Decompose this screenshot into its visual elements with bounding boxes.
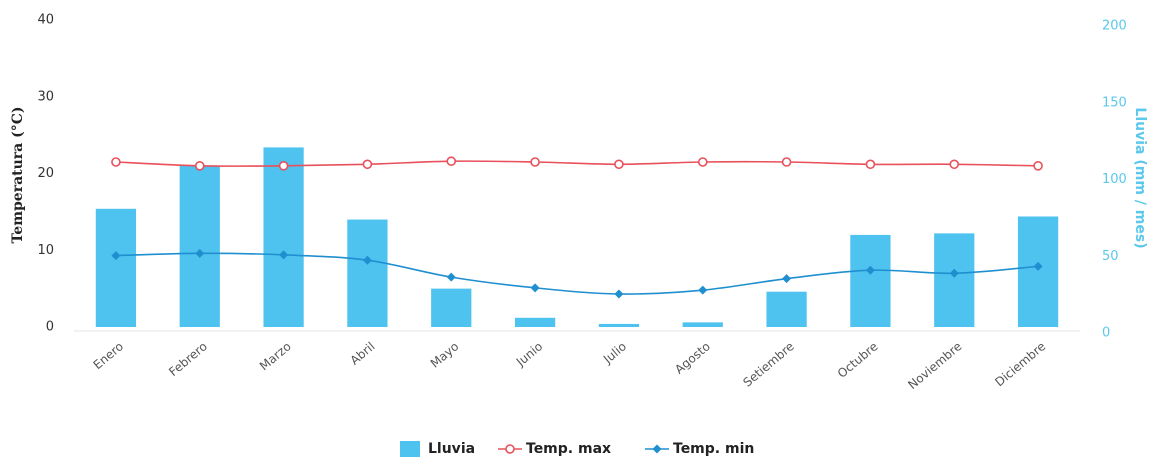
marker bbox=[949, 268, 959, 278]
y-tick-label: 40 bbox=[37, 13, 54, 28]
marker bbox=[530, 283, 540, 293]
x-tick-label: Junio bbox=[513, 339, 545, 369]
marker bbox=[614, 289, 624, 299]
y2-tick-label: 150 bbox=[1102, 95, 1127, 110]
y2-tick-label: 50 bbox=[1102, 249, 1119, 264]
legend-marker bbox=[505, 444, 515, 454]
marker bbox=[698, 285, 708, 295]
x-tick-label: Noviembre bbox=[905, 339, 964, 392]
y-axis-label: Temperatura (°C) bbox=[10, 106, 26, 243]
legend-label: Temp. max bbox=[526, 441, 611, 457]
bar bbox=[95, 208, 137, 327]
x-tick-label: Agosto bbox=[672, 339, 713, 376]
bar bbox=[598, 323, 640, 327]
bar bbox=[682, 322, 723, 327]
bar bbox=[263, 147, 304, 327]
marker bbox=[530, 157, 540, 167]
marker bbox=[362, 159, 373, 170]
marker bbox=[446, 156, 457, 167]
marker bbox=[1033, 161, 1043, 171]
bar bbox=[179, 165, 220, 327]
marker bbox=[362, 255, 372, 265]
y-tick-label: 20 bbox=[37, 166, 54, 181]
bar bbox=[347, 219, 388, 327]
x-tick-label: Octubre bbox=[835, 339, 881, 381]
y-tick-label: 10 bbox=[37, 243, 54, 258]
marker bbox=[865, 265, 875, 275]
x-tick-label: Enero bbox=[91, 339, 126, 372]
line bbox=[115, 252, 1039, 295]
legend-label: Temp. min bbox=[673, 441, 754, 457]
marker bbox=[446, 272, 456, 282]
marker bbox=[278, 161, 289, 171]
marker bbox=[195, 248, 205, 258]
x-tick-label: Marzo bbox=[257, 339, 294, 373]
x-tick-label: Diciembre bbox=[992, 339, 1048, 389]
marker bbox=[949, 159, 960, 170]
y2-tick-label: 0 bbox=[1102, 326, 1110, 341]
marker bbox=[1033, 261, 1043, 271]
bar bbox=[934, 233, 975, 327]
legend-swatch bbox=[400, 441, 420, 457]
marker bbox=[279, 250, 289, 260]
y-tick-label: 30 bbox=[37, 89, 54, 104]
bar bbox=[850, 234, 891, 327]
marker bbox=[111, 251, 121, 261]
y2-axis-label: Lluvia (mm / mes) bbox=[1132, 107, 1148, 248]
y2-tick-label: 200 bbox=[1102, 19, 1127, 34]
marker bbox=[697, 157, 708, 167]
y2-tick-label: 100 bbox=[1102, 172, 1127, 187]
legend-marker bbox=[652, 444, 662, 454]
line bbox=[115, 160, 1039, 167]
bar bbox=[1017, 216, 1059, 327]
marker bbox=[865, 159, 876, 170]
x-tick-label: Febrero bbox=[166, 339, 210, 379]
bar bbox=[514, 317, 556, 327]
x-tick-label: Mayo bbox=[428, 339, 462, 370]
marker bbox=[111, 157, 121, 167]
marker bbox=[614, 159, 624, 170]
marker bbox=[782, 274, 792, 284]
x-tick-label: Abril bbox=[348, 339, 378, 367]
x-tick-label: Julio bbox=[600, 339, 629, 367]
marker bbox=[781, 157, 792, 167]
legend-label: Lluvia bbox=[428, 441, 475, 457]
y-tick-label: 0 bbox=[46, 320, 54, 335]
bar bbox=[766, 291, 807, 327]
bar bbox=[431, 288, 472, 327]
x-tick-label: Setiembre bbox=[740, 339, 796, 389]
marker bbox=[194, 161, 205, 171]
